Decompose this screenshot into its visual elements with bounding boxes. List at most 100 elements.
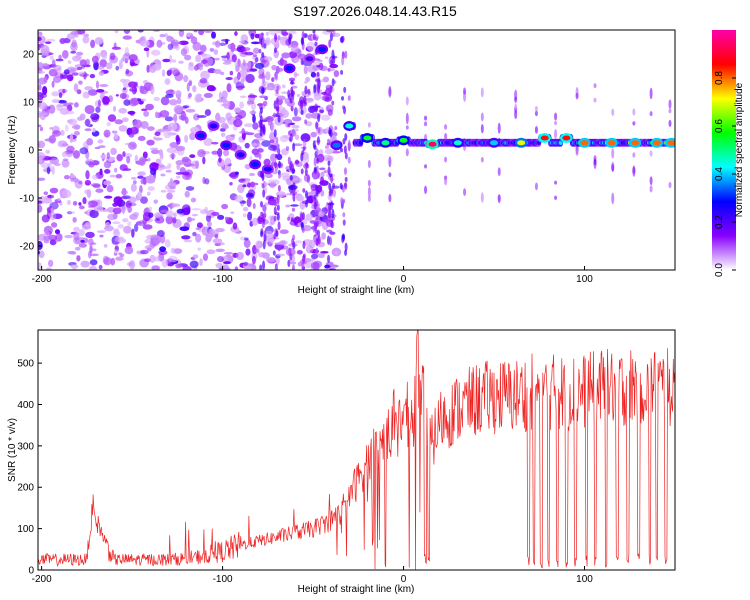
heatmap-noise-cell [58, 54, 62, 60]
heatmap-streak-cell [313, 156, 317, 167]
heatmap-noise-cell [78, 202, 82, 206]
heatmap-streak-cell [292, 192, 296, 202]
heatmap-streak-cell [312, 33, 316, 41]
heatmap-peak [381, 140, 390, 146]
heatmap-streak-cell [424, 185, 428, 195]
heatmap-noise-cell [55, 58, 64, 62]
heatmap-streak-cell [343, 167, 347, 175]
heatmap-noise-cell [179, 226, 190, 232]
heatmap-streak-cell [315, 237, 319, 247]
heatmap-noise-cell [302, 92, 306, 96]
heatmap-noise-cell [238, 69, 248, 78]
heatmap-noise-cell [87, 250, 92, 259]
heatmap-streak-cell [367, 186, 371, 197]
heatmap-noise-cell [280, 30, 287, 35]
heatmap-noise-cell [334, 125, 338, 131]
heatmap-noise-cell [95, 89, 105, 93]
heatmap-peak [652, 140, 661, 146]
heatmap-noise-cell [140, 249, 149, 255]
heatmap-noise-cell [165, 169, 172, 173]
heatmap-noise-cell [90, 242, 97, 245]
heatmap-noise-cell [48, 104, 56, 114]
heatmap-noise-cell [167, 122, 178, 131]
heatmap-plot-area [38, 30, 675, 270]
heatmap-streak-cell [554, 120, 558, 126]
heatmap-noise-cell [232, 222, 238, 230]
heatmap-noise-cell [321, 232, 326, 240]
heatmap-noise-cell [96, 230, 107, 234]
heatmap-streak-cell [304, 85, 308, 95]
heatmap-streak-cell [291, 163, 295, 173]
heatmap-streak-cell [304, 190, 308, 199]
heatmap-noise-cell [324, 56, 329, 60]
heatmap-noise-cell [128, 196, 137, 204]
heatmap-noise-cell [51, 165, 55, 176]
snr-x-axis-label: Height of straight line (km) [298, 584, 415, 595]
heatmap-noise-cell [79, 205, 85, 210]
heatmap-noise-cell [241, 47, 251, 52]
heatmap-noise-cell [156, 230, 165, 238]
heatmap-noise-cell [195, 160, 200, 169]
heatmap-peak [236, 152, 245, 158]
heatmap-noise-cell [239, 101, 245, 109]
heatmap-streak-cell [668, 108, 672, 114]
heatmap-noise-cell [45, 149, 51, 155]
heatmap-streak-cell [649, 185, 653, 193]
heatmap-noise-cell [124, 153, 133, 159]
heatmap-noise-cell [243, 239, 251, 248]
heatmap-noise-cell [163, 129, 172, 139]
heatmap-streak-cell [260, 230, 264, 238]
heatmap-noise-cell [170, 203, 181, 207]
heatmap-noise-cell [145, 103, 154, 111]
heatmap-streak-cell [277, 185, 281, 192]
heatmap-noise-cell [67, 250, 77, 255]
heatmap-noise-cell [271, 77, 275, 82]
heatmap-noise-cell [49, 211, 56, 221]
heatmap-noise-cell [204, 109, 211, 116]
heatmap-noise-cell [124, 46, 130, 56]
heatmap-streak-cell [315, 247, 319, 256]
heatmap-noise-cell [84, 189, 91, 195]
heatmap-streak-cell [263, 230, 267, 240]
heatmap-noise-cell [180, 30, 184, 33]
heatmap-streak-cell [340, 147, 344, 153]
heatmap-noise-cell [65, 110, 75, 115]
heatmap-peak [345, 123, 354, 129]
heatmap-noise-cell [73, 102, 79, 108]
heatmap-x-axis-label: Height of straight line (km) [298, 285, 415, 296]
heatmap-noise-cell [305, 213, 313, 222]
heatmap-streak-cell [313, 166, 317, 173]
heatmap-noise-cell [224, 157, 232, 165]
heatmap-streak-cell [276, 146, 280, 155]
heatmap-streak-cell [277, 245, 281, 252]
heatmap-streak-cell [317, 113, 321, 123]
heatmap-streak-cell [327, 160, 331, 167]
heatmap-streak-cell [347, 156, 351, 164]
heatmap-noise-cell [198, 62, 204, 71]
heatmap-noise-cell [202, 253, 209, 262]
heatmap-noise-cell [222, 61, 232, 65]
heatmap-noise-cell [51, 130, 61, 137]
heatmap-noise-cell [103, 129, 111, 138]
heatmap-noise-cell [107, 213, 117, 221]
heatmap-streak-cell [300, 100, 304, 111]
heatmap-noise-cell [148, 206, 153, 212]
heatmap-noise-cell [242, 213, 247, 218]
heatmap-cells [38, 30, 675, 270]
heatmap-noise-cell [82, 197, 87, 205]
heatmap-streak-cell [514, 110, 518, 119]
heatmap-streak-cell [632, 152, 636, 158]
snr-y-tick-label: 100 [17, 524, 34, 535]
heatmap-noise-cell [204, 206, 209, 214]
heatmap-streak-cell [274, 33, 278, 43]
heatmap-noise-cell [43, 235, 53, 241]
heatmap-noise-cell [172, 90, 182, 95]
heatmap-noise-cell [175, 145, 186, 152]
heatmap-streak-cell [405, 112, 409, 125]
heatmap-noise-cell [80, 239, 85, 243]
heatmap-noise-cell [254, 56, 259, 63]
heatmap-noise-cell [169, 54, 173, 64]
heatmap-noise-cell [310, 71, 317, 78]
heatmap-noise-cell [211, 150, 219, 155]
heatmap-noise-cell [89, 253, 99, 257]
